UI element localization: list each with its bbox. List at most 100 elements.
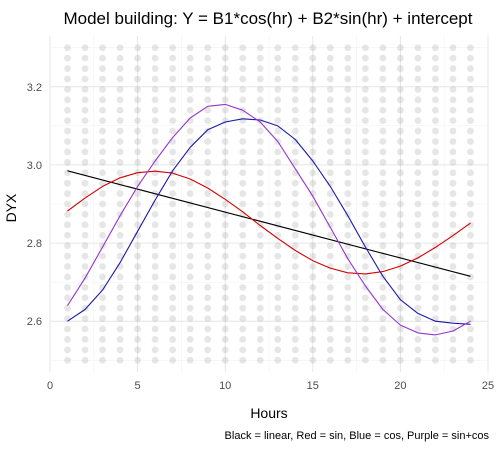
data-point [81,221,89,229]
chart-caption: Black = linear, Red = sin, Blue = cos, P… [225,430,490,442]
data-point [151,127,159,135]
data-point [221,200,229,208]
data-point [151,96,159,104]
data-point [239,356,247,364]
data-point [449,96,457,104]
data-point [291,44,299,52]
data-point [379,190,387,197]
data-point [99,356,106,364]
data-point [64,117,71,125]
data-point [64,75,71,83]
data-point [291,65,299,72]
data-point [151,65,159,72]
data-point [64,106,71,114]
data-point [99,190,106,197]
data-point [326,169,334,177]
data-point [239,252,247,260]
data-point [397,315,404,323]
data-point [291,252,299,260]
data-point [169,106,177,114]
data-point [379,200,387,208]
data-point [414,65,422,72]
data-point [134,294,142,302]
data-point [274,179,282,187]
data-point [414,96,422,104]
data-point [256,148,264,156]
data-point [169,231,177,239]
data-point [99,283,106,291]
data-point [99,346,106,354]
data-point [309,221,317,229]
data-point [397,294,404,302]
data-point [326,356,334,364]
data-point [204,211,212,218]
data-point [432,242,439,250]
data-point [379,148,387,156]
data-point [326,138,334,145]
data-point [134,200,142,208]
data-point [309,356,317,364]
data-point [467,315,474,323]
data-point [379,221,387,229]
data-point [414,158,422,166]
x-axis-title: Hours [250,405,287,421]
data-point [151,231,159,239]
data-point [309,106,317,114]
data-point [326,325,334,333]
data-point [274,44,282,52]
data-point [467,231,474,239]
x-tick-labels: 0 5 10 15 20 25 [47,380,494,392]
data-point [99,44,106,52]
data-point [134,325,142,333]
data-point [151,54,159,62]
data-point [467,294,474,302]
data-point [221,65,229,72]
data-point [221,356,229,364]
data-point [291,211,299,218]
data-point [326,85,334,93]
data-point [326,190,334,197]
data-point [414,242,422,250]
data-point [309,200,317,208]
data-point [361,294,369,302]
data-point [64,169,71,177]
data-point [361,75,369,83]
data-point [186,106,194,114]
data-point [151,148,159,156]
data-point [344,356,352,364]
data-point [449,148,457,156]
data-point [274,211,282,218]
y-tick-label: 3.2 [27,82,42,94]
data-point [99,325,106,333]
data-point [432,283,439,291]
data-point [449,211,457,218]
data-point [169,356,177,364]
data-point [134,158,142,166]
data-point [379,252,387,260]
data-point [344,283,352,291]
data-point [274,117,282,125]
data-point [449,138,457,145]
data-point [239,221,247,229]
data-point [309,44,317,52]
scatter-points [64,44,474,364]
data-point [116,158,124,166]
data-point [432,96,439,104]
data-point [414,138,422,145]
data-point [309,85,317,93]
data-point [239,148,247,156]
data-point [169,96,177,104]
data-point [309,148,317,156]
data-point [467,336,474,343]
data-point [99,148,106,156]
data-point [116,200,124,208]
data-point [186,304,194,312]
data-point [221,158,229,166]
data-point [151,117,159,125]
data-point [361,158,369,166]
data-point [134,190,142,197]
data-point [414,85,422,93]
data-point [64,211,71,218]
data-point [309,263,317,270]
data-point [204,242,212,250]
